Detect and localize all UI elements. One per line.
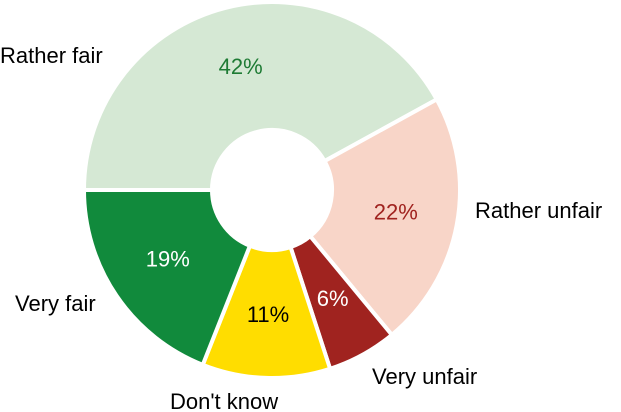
category-label: Very fair bbox=[15, 291, 96, 316]
slice bbox=[307, 96, 462, 338]
value-label: 19% bbox=[146, 247, 190, 272]
slice bbox=[81, 188, 253, 368]
value-label: 42% bbox=[219, 54, 263, 79]
category-label: Rather unfair bbox=[475, 198, 602, 223]
value-label: 11% bbox=[247, 302, 289, 327]
value-label: 22% bbox=[374, 199, 418, 224]
slice bbox=[81, 0, 440, 192]
category-label: Rather fair bbox=[0, 43, 103, 68]
value-label: 6% bbox=[317, 286, 349, 311]
category-label: Don't know bbox=[170, 389, 278, 412]
slice bbox=[200, 243, 333, 380]
category-label: Very unfair bbox=[372, 364, 477, 389]
